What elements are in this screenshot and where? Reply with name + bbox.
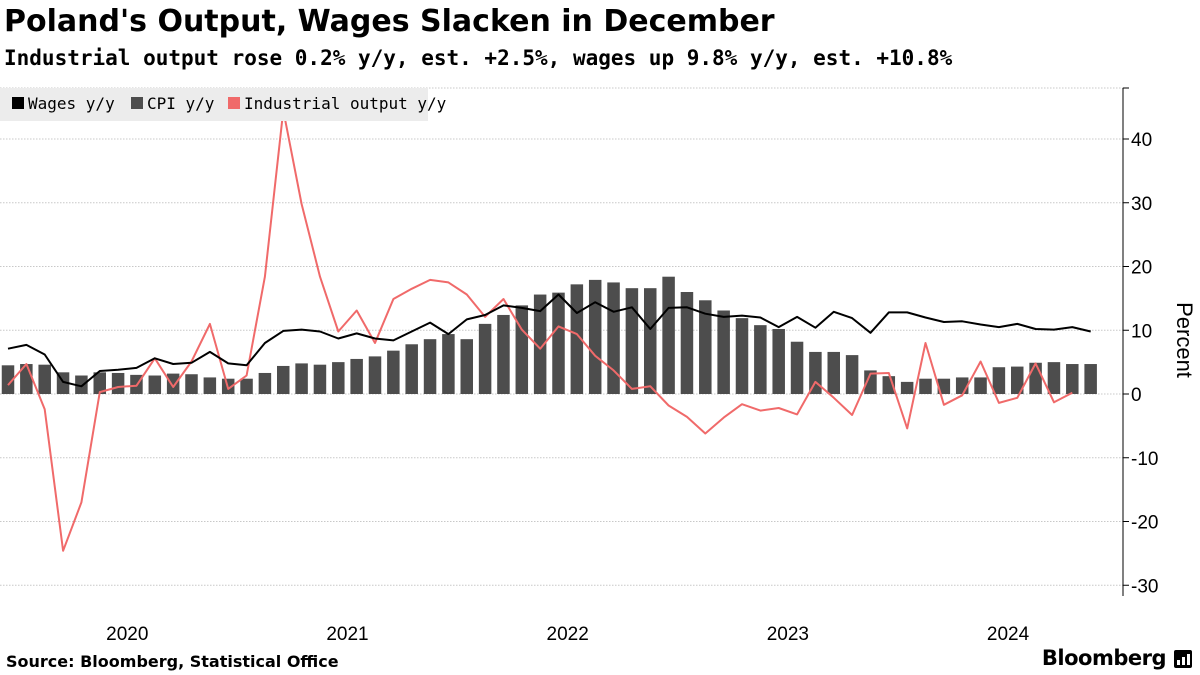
y-tick-label: -20 <box>1131 513 1158 534</box>
cpi-bar <box>735 318 749 394</box>
cpi-bar <box>203 377 217 394</box>
source-note: Source: Bloomberg, Statistical Office <box>6 652 339 671</box>
y-tick-label: 20 <box>1131 258 1152 279</box>
cpi-bar <box>717 310 730 394</box>
x-tick-label: 2021 <box>326 624 368 640</box>
cpi-bar <box>515 305 529 394</box>
cpi-bar <box>313 364 327 394</box>
y-axis-label: Percent <box>1172 302 1197 378</box>
cpi-bar <box>992 367 1006 394</box>
cpi-bar <box>295 363 308 394</box>
cpi-bar <box>258 372 272 394</box>
y-tick-label: 0 <box>1131 385 1142 406</box>
cpi-legend-label: CPI y/y <box>147 94 215 113</box>
cpi-bar <box>148 375 162 394</box>
cpi-bar <box>368 356 382 394</box>
cpi-bar <box>93 372 106 394</box>
output-legend-swatch <box>228 97 240 109</box>
cpi-bar <box>1066 364 1079 394</box>
cpi-bar <box>644 288 657 394</box>
cpi-bar <box>423 339 437 394</box>
cpi-bar <box>900 381 914 394</box>
wages-legend-label: Wages y/y <box>28 94 115 113</box>
wages-line <box>7 293 1091 388</box>
y-tick-label: 10 <box>1131 321 1152 342</box>
cpi-bar <box>937 378 951 394</box>
cpi-bar <box>552 292 565 394</box>
cpi-bar <box>75 375 88 394</box>
x-tick-label: 2024 <box>987 624 1030 640</box>
cpi-bar <box>1 365 15 394</box>
chart-title: Poland's Output, Wages Slacken in Decemb… <box>4 4 775 39</box>
cpi-bar <box>1047 362 1061 394</box>
x-tick-label: 2022 <box>547 624 589 640</box>
x-tick-label: 2020 <box>106 624 148 640</box>
cpi-bar <box>478 323 492 394</box>
cpi-bar <box>38 364 51 394</box>
cpi-bar <box>864 370 877 394</box>
cpi-bar <box>974 377 987 394</box>
y-tick-label: 30 <box>1131 194 1152 215</box>
cpi-bar <box>662 276 675 394</box>
cpi-bar <box>497 314 510 394</box>
brand-logo: Bloomberg <box>1041 646 1167 670</box>
cpi-bar <box>772 328 785 394</box>
output-legend-label: Industrial output y/y <box>244 94 447 113</box>
cpi-bar <box>754 325 767 394</box>
cpi-bar <box>625 288 639 394</box>
cpi-bar <box>405 344 418 394</box>
x-tick-label: 2023 <box>767 624 809 640</box>
cpi-bar <box>442 334 455 394</box>
cpi-bar <box>607 282 620 394</box>
cpi-bar <box>1011 366 1024 394</box>
cpi-bar <box>240 378 253 394</box>
chart-subtitle: Industrial output rose 0.2% y/y, est. +2… <box>4 46 953 70</box>
cpi-bar <box>845 355 859 394</box>
cpi-bar <box>699 300 712 394</box>
y-tick-label: -30 <box>1131 576 1158 597</box>
wages-legend-swatch <box>12 97 24 109</box>
cpi-bar <box>919 378 932 394</box>
output-line <box>7 109 1073 552</box>
cpi-bar <box>166 373 180 394</box>
cpi-bar <box>827 351 840 394</box>
cpi-bar <box>680 292 694 394</box>
cpi-bar <box>1084 364 1097 394</box>
cpi-bar <box>533 294 547 394</box>
cpi-legend-swatch <box>131 97 143 109</box>
cpi-bar <box>111 372 125 394</box>
y-tick-label: 40 <box>1131 130 1152 151</box>
cpi-bar <box>332 362 345 394</box>
cpi-bar <box>350 358 363 394</box>
cpi-bar <box>277 365 290 394</box>
cpi-bar <box>185 374 198 394</box>
chart: -30 -20 -10 0 10 20 30 40 Percent 2020 2021 2022 202… <box>0 87 1197 640</box>
cpi-bar <box>387 350 400 394</box>
legend-background <box>0 88 428 121</box>
y-tick-label: -10 <box>1131 449 1158 470</box>
cpi-bar <box>1029 362 1042 394</box>
cpi-bar <box>790 341 804 394</box>
terminal-icon <box>1174 650 1192 668</box>
legend: Wages y/y CPI y/y Industrial output y/y <box>0 88 447 121</box>
cpi-bar <box>460 339 473 394</box>
cpi-bar <box>588 279 602 394</box>
